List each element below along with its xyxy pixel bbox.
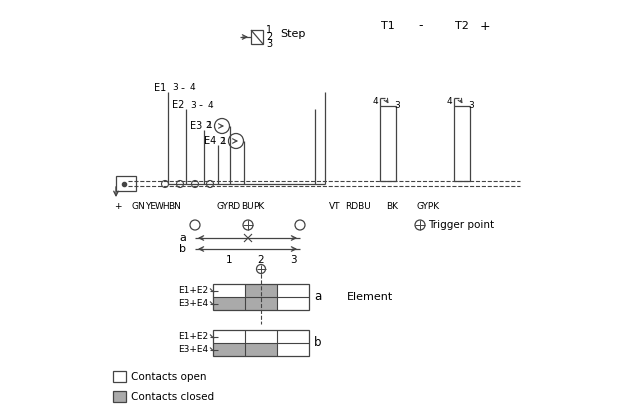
Text: E4: E4 (204, 136, 216, 146)
Bar (251, 30, 263, 44)
Text: 4: 4 (372, 97, 378, 107)
Text: RD: RD (228, 202, 241, 211)
Bar (245, 297, 277, 310)
Text: +: + (114, 202, 122, 211)
Text: 3: 3 (468, 102, 474, 110)
Text: GY: GY (216, 202, 228, 211)
Bar (213, 297, 245, 310)
Text: YE: YE (146, 202, 156, 211)
Bar (213, 330, 309, 356)
Text: 1: 1 (226, 255, 232, 265)
Text: Contacts closed: Contacts closed (131, 391, 214, 402)
Text: PK: PK (254, 202, 265, 211)
Text: T1: T1 (381, 21, 395, 31)
Text: a: a (180, 233, 187, 243)
Bar (113, 371, 126, 382)
Bar (213, 284, 309, 310)
Text: Step: Step (280, 29, 306, 39)
Text: Trigger point: Trigger point (428, 220, 494, 230)
Text: 2: 2 (258, 255, 264, 265)
Bar (113, 391, 126, 402)
Bar (213, 343, 245, 356)
Text: BN: BN (169, 202, 182, 211)
Text: 4: 4 (208, 100, 214, 110)
Text: 1: 1 (207, 121, 213, 131)
Text: 3: 3 (266, 39, 272, 49)
Text: E3+E4: E3+E4 (178, 299, 208, 308)
Text: 3: 3 (190, 100, 196, 110)
Text: 2: 2 (219, 136, 225, 145)
Text: +: + (480, 19, 490, 32)
Text: Element: Element (347, 292, 393, 302)
Text: -: - (180, 83, 184, 93)
Text: a: a (314, 291, 321, 304)
Text: b: b (314, 336, 322, 349)
Text: 1: 1 (266, 25, 272, 35)
Bar (380, 106, 396, 181)
Text: RDBU: RDBU (345, 202, 371, 211)
Text: T2: T2 (455, 21, 469, 31)
Text: -: - (418, 19, 423, 32)
Text: 4: 4 (446, 97, 452, 107)
Bar (245, 343, 277, 356)
Text: E3: E3 (190, 121, 202, 131)
Text: E2: E2 (172, 100, 184, 110)
Bar (116, 176, 136, 191)
Text: E1+E2: E1+E2 (178, 332, 208, 341)
Bar (454, 106, 470, 181)
Text: 4: 4 (190, 84, 196, 92)
Text: E1: E1 (154, 83, 166, 93)
Text: VT: VT (329, 202, 341, 211)
Text: WH: WH (155, 202, 171, 211)
Text: GN: GN (131, 202, 145, 211)
Text: b: b (180, 244, 187, 254)
Text: -: - (198, 100, 202, 110)
Text: 2: 2 (266, 32, 272, 42)
Text: BK: BK (386, 202, 398, 211)
Text: E1+E2: E1+E2 (178, 286, 208, 295)
Text: 2: 2 (205, 121, 211, 131)
Text: 3: 3 (172, 84, 178, 92)
Text: 1: 1 (221, 136, 227, 145)
Text: GYPK: GYPK (417, 202, 440, 211)
Bar (245, 284, 277, 297)
Text: Contacts open: Contacts open (131, 372, 206, 381)
Text: 3: 3 (290, 255, 296, 265)
Text: BU: BU (241, 202, 254, 211)
Text: 3: 3 (394, 102, 400, 110)
Text: E3+E4: E3+E4 (178, 345, 208, 354)
